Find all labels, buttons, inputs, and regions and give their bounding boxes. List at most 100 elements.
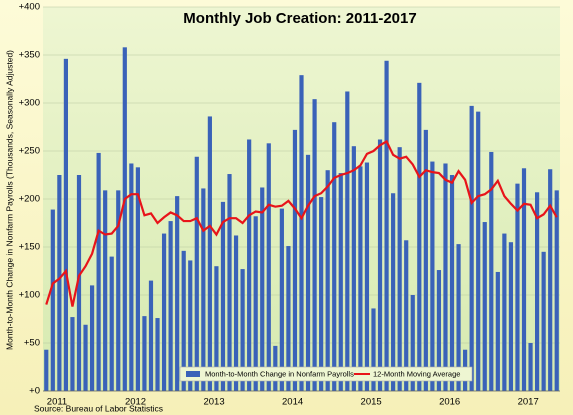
line — [45, 139, 558, 307]
bar — [233, 235, 239, 391]
bar — [489, 151, 494, 391]
bar — [103, 190, 108, 391]
bar — [456, 244, 461, 391]
bar — [148, 280, 154, 391]
bar — [194, 156, 199, 391]
bar — [508, 242, 514, 391]
bar — [220, 201, 226, 391]
bar — [319, 197, 324, 391]
bar — [305, 154, 311, 391]
bar — [528, 343, 533, 391]
bar — [377, 139, 383, 391]
bar — [109, 256, 114, 391]
legend-box — [179, 366, 473, 382]
bar — [423, 129, 428, 391]
y-tick-label: +50 — [24, 338, 40, 349]
bar — [83, 324, 88, 391]
bar — [371, 308, 376, 391]
bar — [135, 167, 140, 391]
x-tick-label: 2013 — [203, 397, 224, 408]
bar — [358, 166, 363, 391]
bar — [253, 216, 258, 391]
bar — [364, 162, 370, 391]
bar — [50, 209, 55, 391]
bar — [116, 190, 121, 391]
bar — [384, 60, 389, 391]
bar — [332, 122, 337, 391]
x-tick-label: 2017 — [518, 397, 539, 408]
y-tick-label: +400 — [19, 2, 40, 13]
bar — [417, 82, 422, 391]
bar — [443, 163, 448, 391]
legend-swatch — [186, 371, 200, 377]
bar — [351, 146, 356, 391]
bar — [44, 349, 49, 391]
bar — [247, 139, 252, 391]
bar — [502, 233, 507, 391]
chart-title: Monthly Job Creation: 2011-2017 — [183, 10, 416, 27]
bar — [469, 105, 474, 391]
bar — [449, 175, 455, 391]
bar — [63, 58, 68, 392]
bar — [214, 266, 219, 391]
bar — [201, 188, 206, 391]
bar — [70, 317, 75, 391]
bar — [554, 190, 559, 391]
bar — [397, 147, 402, 391]
y-tick-label: +200 — [19, 194, 40, 205]
bar — [168, 221, 173, 391]
bar — [286, 246, 291, 391]
bar — [299, 75, 304, 391]
bar — [495, 271, 500, 391]
bar — [161, 233, 167, 391]
y-axis-label: Month-to-Month Change in Nonfarm Payroll… — [4, 50, 14, 350]
bar — [325, 170, 330, 391]
bar — [482, 222, 487, 391]
y-tick-label: +150 — [19, 242, 40, 253]
source: Source: Bureau of Labor Statistics — [34, 403, 163, 413]
bar — [404, 240, 409, 391]
legend-label: Month-to-Month Change in Nonfarm Payroll… — [205, 369, 354, 378]
bar — [312, 99, 317, 391]
bar — [122, 47, 127, 391]
bar — [548, 169, 553, 391]
bar — [476, 111, 481, 391]
x-tick-label: 2016 — [439, 397, 460, 408]
x-tick-label: 2011 — [47, 397, 67, 408]
bar — [436, 270, 442, 391]
y-tick-label: +0 — [29, 386, 40, 397]
bar — [535, 192, 540, 391]
bar — [96, 152, 101, 391]
bar — [345, 91, 350, 391]
bar — [521, 168, 527, 391]
bar — [410, 295, 415, 391]
x-tick-label: 2014 — [282, 397, 303, 408]
bar — [89, 285, 95, 391]
bar — [292, 129, 298, 391]
x-tick-label: 2012 — [125, 397, 146, 408]
legend-label: 12-Month Moving Average — [373, 369, 460, 378]
bar — [541, 251, 546, 391]
bar — [129, 163, 134, 391]
bar — [279, 208, 284, 391]
bar — [155, 318, 160, 391]
y-tick-label: +350 — [19, 50, 40, 61]
bar — [188, 260, 193, 391]
bar — [240, 269, 245, 391]
bar — [227, 174, 232, 391]
bar — [175, 196, 180, 391]
bar — [76, 175, 82, 391]
bar — [142, 316, 147, 391]
x-tick-label: 2015 — [361, 397, 382, 408]
y-tick-label: +300 — [19, 98, 40, 109]
bar — [260, 187, 265, 391]
bar — [181, 250, 186, 391]
bar — [338, 173, 343, 391]
bar — [207, 116, 212, 391]
bar — [515, 183, 520, 391]
bar — [57, 175, 62, 391]
bar — [430, 161, 435, 391]
y-tick-label: +250 — [19, 146, 40, 157]
bar — [266, 143, 271, 391]
